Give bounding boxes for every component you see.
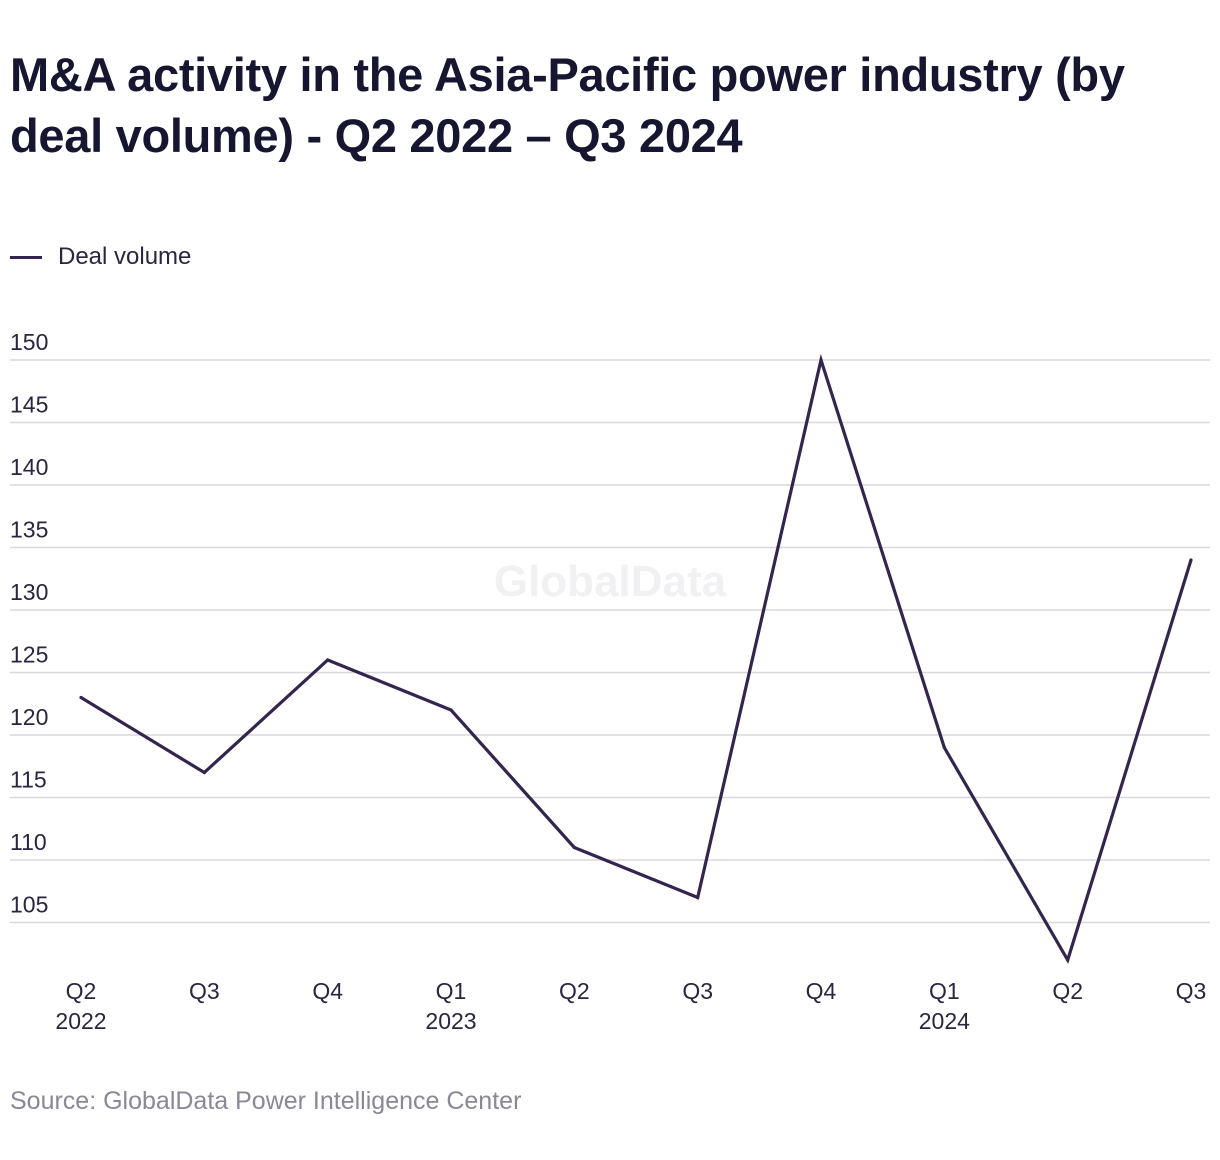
legend: Deal volume [10,242,191,272]
data-points [79,358,1193,962]
data-point-5 [572,845,576,850]
y-tick-label-105: 105 [10,892,48,918]
x-tick-label-1: Q2 [66,978,97,1004]
data-point-6 [696,895,700,900]
y-tick-label-130: 130 [10,579,48,605]
data-point-8 [942,745,946,750]
x-tick-year-2023: 2023 [425,1008,476,1034]
x-tick-label-5: Q2 [559,978,590,1004]
x-axis-tick-labels: Q2 2022 Q3 Q4 Q1 2023 Q2 Q3 Q4 Q1 2024 Q2 Q3 [55,978,1206,1034]
data-point-2 [202,770,206,775]
x-tick-label-7: Q4 [806,978,837,1004]
watermark: GlobalData [494,557,727,606]
y-tick-label-140: 140 [10,454,48,480]
gridlines [10,359,1210,924]
y-tick-label-135: 135 [10,517,48,543]
chart-title: M&A activity in the Asia-Pacific power i… [10,48,1125,162]
data-point-10 [1189,558,1193,562]
source-note: Source: GlobalData Power Intelligence Ce… [10,1087,522,1115]
y-tick-label-150: 150 [10,329,48,355]
x-tick-year-2022: 2022 [55,1008,106,1034]
data-point-4 [449,708,453,712]
y-tick-label-145: 145 [10,392,48,418]
y-axis-tick-labels: 150 145 140 135 130 125 120 115 110 105 [10,329,48,918]
x-tick-year-2024: 2024 [919,1008,970,1034]
legend-label-deal-volume: Deal volume [58,243,192,270]
x-tick-label-9: Q2 [1052,978,1083,1004]
x-tick-label-8: Q1 [929,978,960,1004]
data-point-7 [819,358,823,362]
series-line-deal-volume [80,353,1193,964]
y-tick-label-110: 110 [10,829,47,855]
x-tick-label-4: Q1 [436,978,467,1004]
x-tick-label-3: Q4 [312,978,343,1004]
x-tick-label-6: Q3 [682,978,713,1004]
y-tick-label-125: 125 [10,642,48,668]
data-point-9 [1066,958,1070,962]
data-point-1 [79,695,83,700]
x-tick-label-2: Q3 [189,978,220,1004]
legend-swatch-deal-volume [10,255,42,259]
x-tick-label-10: Q3 [1176,978,1207,1004]
series-lines [80,353,1193,964]
data-point-3 [326,658,330,662]
y-tick-label-115: 115 [10,767,47,793]
y-tick-label-120: 120 [10,704,48,730]
